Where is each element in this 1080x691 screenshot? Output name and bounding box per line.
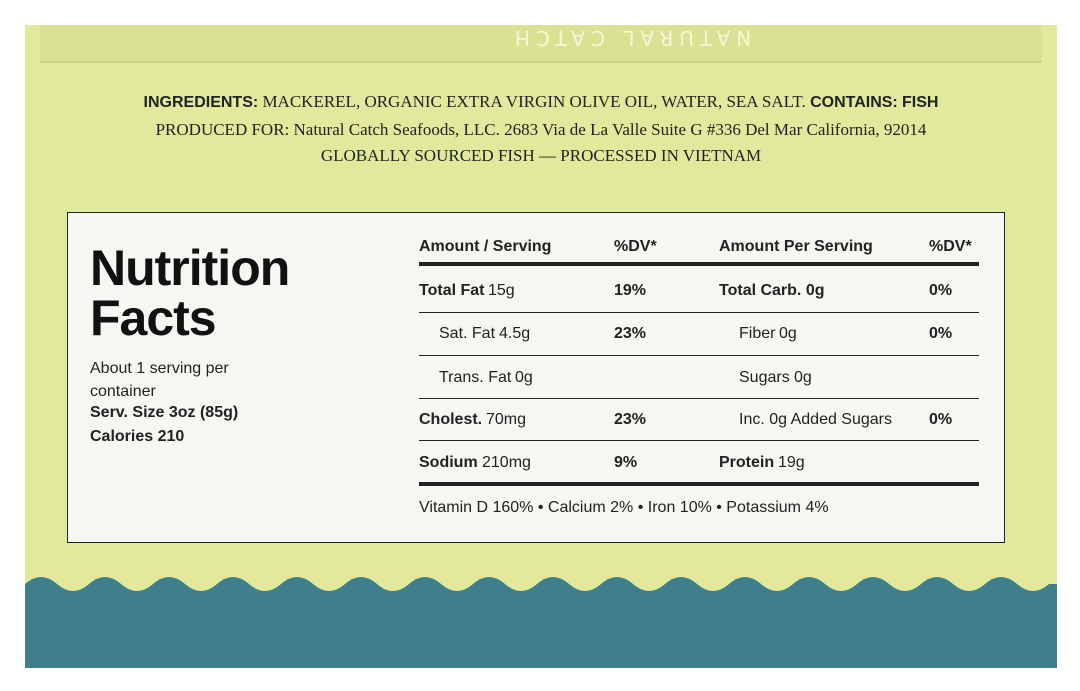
daily-value: 0%: [929, 411, 953, 428]
nutrient-amount: 15g: [488, 282, 515, 299]
contains-label: CONTAINS:: [810, 94, 898, 111]
nutrient-amount: 0g: [794, 369, 812, 386]
rule: [419, 482, 979, 486]
ingredients-line: INGREDIENTS: MACKEREL, ORGANIC EXTRA VIR…: [25, 92, 1057, 112]
title-line: Facts: [90, 290, 217, 346]
column-header: Amount Per Serving: [719, 238, 873, 255]
column-header: %DV*: [929, 238, 972, 255]
produced-for: PRODUCED FOR: Natural Catch Seafoods, LL…: [155, 120, 927, 139]
daily-value: 19%: [614, 282, 647, 299]
daily-value: 0%: [929, 282, 953, 299]
sourcing: GLOBALLY SOURCED FISH — PROCESSED IN VIE…: [320, 146, 762, 165]
nutrient-amount: 0g: [515, 369, 533, 386]
rule: [419, 398, 979, 399]
nutrient-amount: 19g: [778, 454, 805, 471]
calories: Calories 210: [90, 428, 185, 445]
nutrient-name: Sugars: [739, 369, 790, 386]
teal-wave: [25, 577, 1057, 668]
rule: [419, 440, 979, 441]
nutrition-title: Nutrition Facts: [90, 240, 290, 346]
daily-value: 23%: [614, 325, 647, 342]
nutrient-name: Cholest.: [419, 411, 483, 428]
contains-text: FISH: [902, 94, 939, 111]
nutrient-name: Total Fat: [419, 282, 485, 299]
nutrient-name: Sat. Fat: [439, 325, 496, 342]
rule: [419, 355, 979, 356]
nutrient-amount: 0g: [779, 325, 797, 342]
nutrient-name: Fiber: [739, 325, 776, 342]
nutrient-amount: 210mg: [482, 454, 531, 471]
nutrition-panel: Nutrition Facts About 1 serving per cont…: [67, 212, 1005, 543]
rule: [419, 312, 979, 313]
title-line: Nutrition: [90, 240, 290, 296]
daily-value: 0%: [929, 325, 953, 342]
column-header: Amount / Serving: [419, 238, 552, 255]
column-header: %DV*: [614, 238, 657, 255]
nutrient-name: Inc. 0g Added Sugars: [739, 411, 892, 428]
servings: About 1 serving per container: [90, 360, 229, 400]
wave-band: [25, 577, 1057, 668]
nutrient-name: Sodium: [419, 454, 478, 471]
nutrient-name: Trans. Fat: [439, 369, 512, 386]
ingredients-text: MACKEREL, ORGANIC EXTRA VIRGIN OLIVE OIL…: [262, 92, 806, 111]
ingredients-label: INGREDIENTS:: [143, 94, 259, 111]
daily-value: 23%: [614, 411, 647, 428]
rule: [419, 262, 979, 266]
top-flap: [40, 25, 1042, 63]
nutrient-name: Total Carb. 0g: [719, 282, 825, 299]
nutrient-amount: 4.5g: [499, 325, 531, 342]
brand-upside-down: NATURAL CATCH: [508, 26, 752, 50]
nutrient-amount: 70mg: [486, 411, 527, 428]
vitamins: Vitamin D 160% • Calcium 2% • Iron 10% •…: [419, 499, 829, 516]
serving-size: Serv. Size 3oz (85g): [90, 404, 239, 421]
daily-value: 9%: [614, 454, 638, 471]
nutrient-name: Protein: [719, 454, 775, 471]
